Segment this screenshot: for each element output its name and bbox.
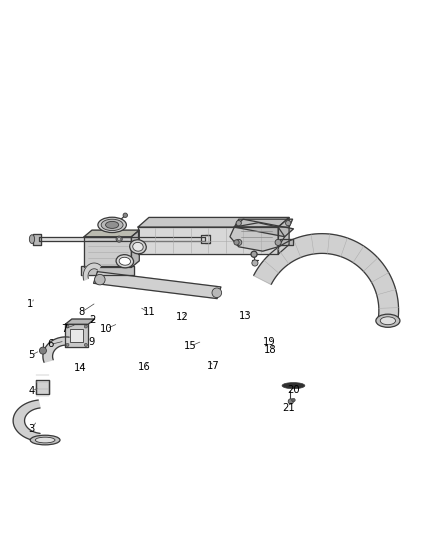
Text: 15: 15 bbox=[184, 341, 197, 351]
Ellipse shape bbox=[376, 314, 400, 327]
Polygon shape bbox=[65, 324, 88, 347]
Bar bbox=[71, 329, 83, 342]
Ellipse shape bbox=[282, 383, 305, 389]
Polygon shape bbox=[201, 235, 210, 243]
Polygon shape bbox=[81, 266, 134, 275]
Circle shape bbox=[286, 221, 291, 226]
Polygon shape bbox=[234, 219, 293, 237]
Text: 11: 11 bbox=[142, 308, 155, 318]
Circle shape bbox=[212, 288, 222, 297]
Circle shape bbox=[84, 325, 87, 328]
Polygon shape bbox=[83, 263, 101, 280]
Polygon shape bbox=[33, 233, 41, 245]
Circle shape bbox=[234, 240, 239, 245]
Text: 9: 9 bbox=[89, 337, 95, 347]
Text: 4: 4 bbox=[29, 386, 35, 397]
Polygon shape bbox=[131, 230, 139, 268]
Text: 10: 10 bbox=[100, 324, 113, 334]
Polygon shape bbox=[234, 219, 293, 227]
Circle shape bbox=[292, 398, 295, 402]
Ellipse shape bbox=[101, 219, 123, 231]
Circle shape bbox=[66, 343, 69, 346]
Polygon shape bbox=[138, 227, 278, 254]
Ellipse shape bbox=[30, 435, 60, 445]
Text: 8: 8 bbox=[78, 308, 84, 318]
Text: 20: 20 bbox=[287, 385, 300, 395]
Circle shape bbox=[123, 213, 127, 217]
Polygon shape bbox=[278, 217, 289, 254]
Polygon shape bbox=[36, 380, 49, 393]
Circle shape bbox=[39, 347, 46, 354]
Text: 14: 14 bbox=[74, 363, 86, 373]
Ellipse shape bbox=[380, 317, 396, 325]
Circle shape bbox=[117, 237, 121, 241]
Text: 21: 21 bbox=[283, 402, 296, 413]
Polygon shape bbox=[65, 319, 95, 324]
Ellipse shape bbox=[116, 255, 134, 268]
Text: 3: 3 bbox=[28, 424, 35, 433]
Polygon shape bbox=[138, 217, 289, 227]
Ellipse shape bbox=[98, 217, 126, 232]
Polygon shape bbox=[254, 233, 399, 322]
Polygon shape bbox=[94, 272, 221, 298]
Circle shape bbox=[236, 221, 241, 226]
Polygon shape bbox=[39, 237, 205, 241]
Text: 2: 2 bbox=[89, 315, 95, 325]
Ellipse shape bbox=[130, 240, 146, 254]
Text: 6: 6 bbox=[47, 340, 53, 350]
Text: 19: 19 bbox=[263, 337, 276, 347]
Text: 12: 12 bbox=[175, 312, 188, 322]
Polygon shape bbox=[13, 400, 40, 441]
Ellipse shape bbox=[35, 437, 55, 443]
Polygon shape bbox=[280, 239, 293, 246]
Polygon shape bbox=[230, 223, 285, 251]
Circle shape bbox=[252, 260, 258, 266]
Circle shape bbox=[95, 274, 105, 285]
Text: 5: 5 bbox=[28, 350, 35, 360]
Text: 1: 1 bbox=[27, 298, 33, 309]
Circle shape bbox=[251, 251, 257, 257]
Text: 18: 18 bbox=[265, 345, 277, 355]
Circle shape bbox=[66, 325, 69, 328]
Circle shape bbox=[275, 239, 281, 246]
Ellipse shape bbox=[29, 235, 35, 244]
Ellipse shape bbox=[106, 221, 119, 229]
Polygon shape bbox=[43, 337, 69, 362]
Ellipse shape bbox=[133, 243, 143, 251]
Text: 17: 17 bbox=[207, 361, 220, 372]
Text: 7: 7 bbox=[62, 324, 68, 334]
Polygon shape bbox=[84, 237, 131, 268]
Text: 16: 16 bbox=[138, 362, 151, 372]
Polygon shape bbox=[84, 230, 139, 237]
Circle shape bbox=[116, 236, 122, 242]
Text: 13: 13 bbox=[239, 311, 251, 320]
Circle shape bbox=[288, 399, 293, 404]
Circle shape bbox=[84, 343, 87, 346]
Circle shape bbox=[236, 239, 242, 246]
Ellipse shape bbox=[119, 257, 131, 265]
